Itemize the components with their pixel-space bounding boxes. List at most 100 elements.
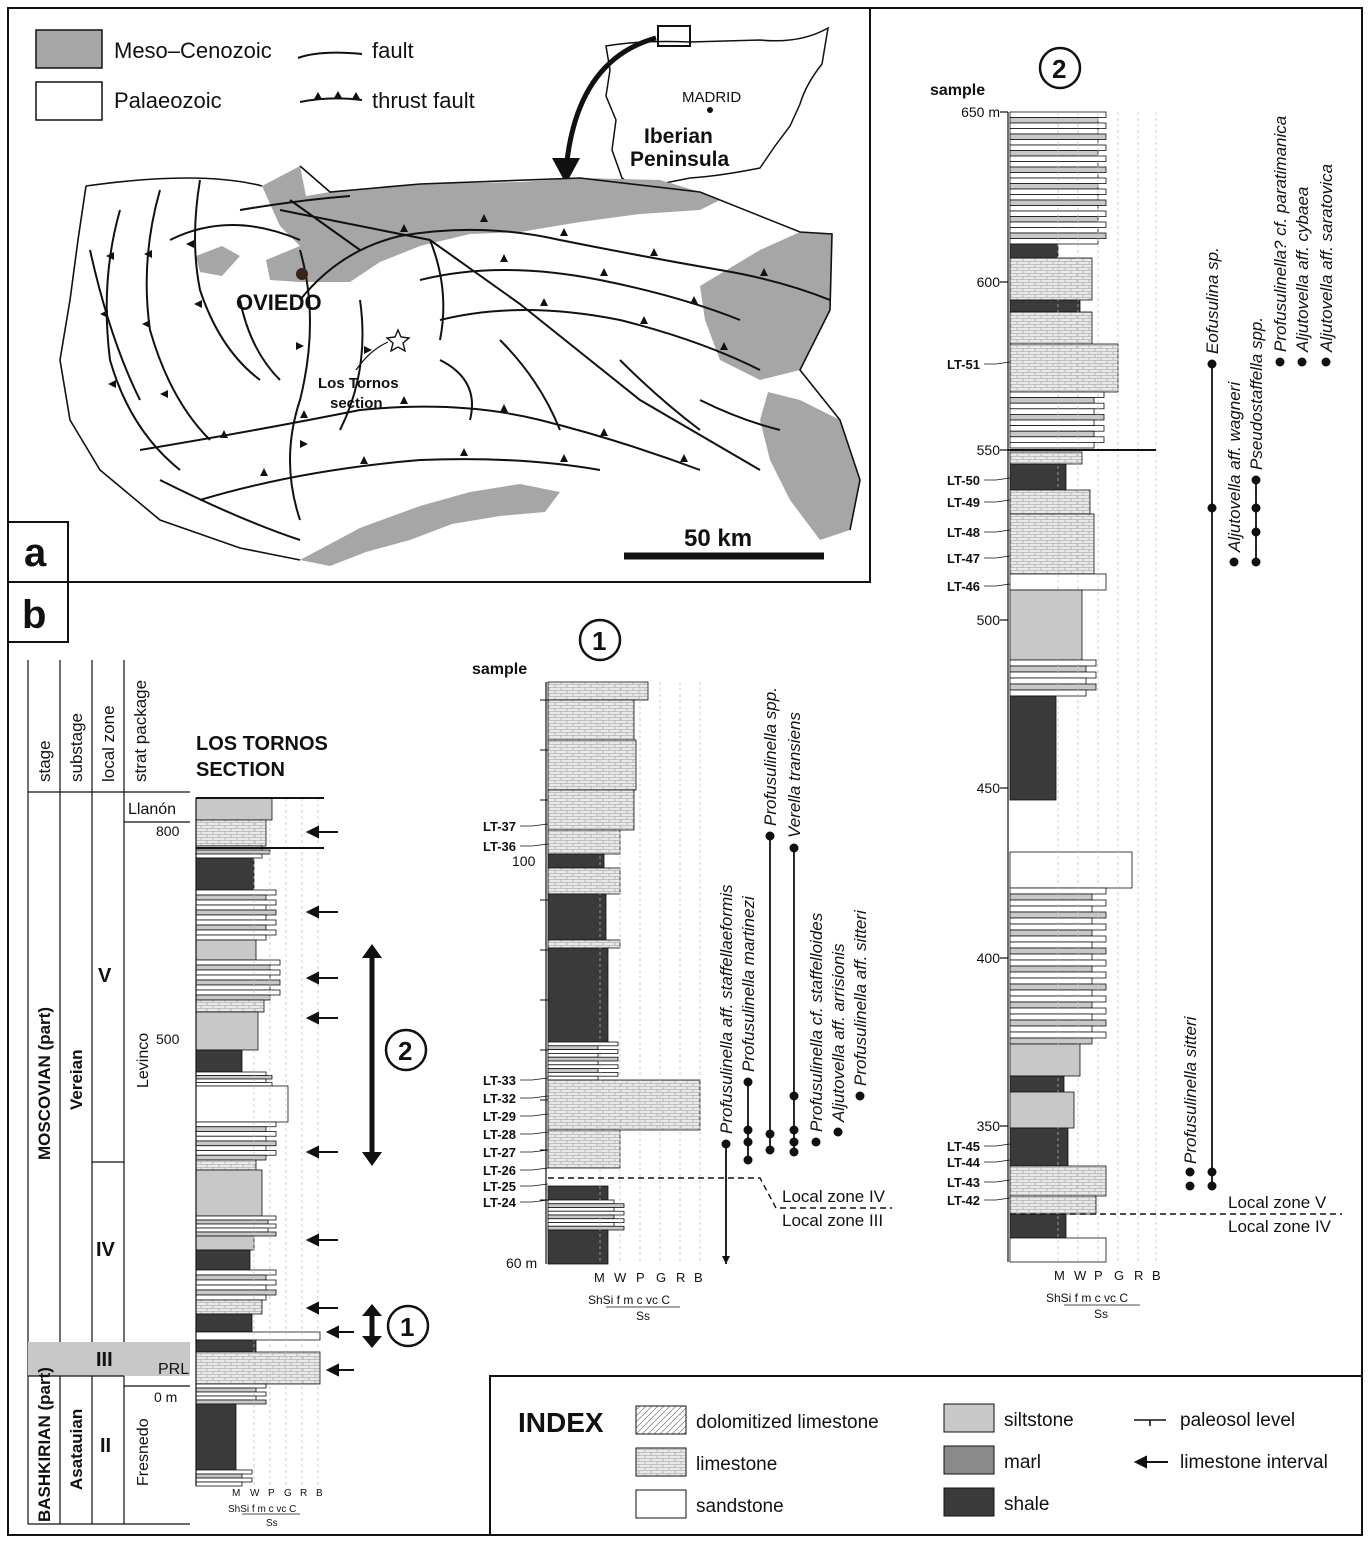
zone-iii-band	[28, 1342, 190, 1376]
lt-column-bed	[195, 1279, 277, 1286]
section-1-marker-circle	[578, 618, 622, 662]
s1-ranges-occurrence	[721, 1139, 731, 1149]
section-2-marker: 2	[1052, 54, 1066, 84]
s2-col-bed	[1009, 683, 1097, 691]
section-1-sample-label: sample	[472, 661, 527, 678]
section-2-lithology	[1009, 111, 1133, 1263]
meso-area-north	[262, 166, 720, 282]
section-title-2: SECTION	[196, 759, 285, 781]
s1-ranges-occurrence	[765, 831, 775, 841]
s1-col-bed	[547, 1056, 619, 1062]
s2-tick-label: 450	[977, 780, 1001, 796]
s2-samples-label: LT-50	[947, 473, 980, 488]
lt-column-bed	[195, 964, 271, 971]
svg-text:B: B	[316, 1488, 323, 1499]
zone-iii: III	[96, 1349, 113, 1371]
s1-samples-label: LT-26	[483, 1163, 516, 1178]
s2-col-bed	[1009, 216, 1099, 223]
s2-ranges-occurrence	[1229, 557, 1239, 567]
s1-samples-leader	[520, 1149, 549, 1153]
panel-a-label: a	[24, 531, 47, 575]
s1-ranges-taxon: Profusulinella spp.	[761, 687, 780, 826]
s2-ranges-taxon: Profusulinella sitteri	[1181, 1015, 1200, 1164]
section-1-ranges: Profusulinella aff. staffellaeformis Prof…	[717, 687, 870, 1264]
s1-col-bed	[547, 1229, 609, 1265]
legend-thrust-teeth	[314, 91, 360, 99]
lt-column-bed	[195, 914, 267, 921]
s1-col-bed	[547, 1185, 609, 1201]
s2-col-bed	[1009, 1195, 1097, 1215]
s2-samples-leader	[984, 477, 1011, 481]
s1-col-bed	[547, 1075, 599, 1081]
s2-col-bed	[1009, 589, 1083, 661]
lt-column-bed	[195, 994, 271, 1001]
lt-column-bed	[195, 1473, 243, 1479]
s2-col-bed	[1009, 941, 1093, 949]
section-2-ticks: 650 m 600 550 500 450 400 350	[961, 104, 1008, 1134]
s1-tick-60m: 60 m	[506, 1255, 537, 1271]
strat-headers: stage substage local zone strat package	[35, 680, 150, 782]
s2-samples-leader	[984, 555, 1011, 559]
svg-text:ShSi f m c vc C: ShSi f m c vc C	[588, 1293, 670, 1307]
s2-ranges-occurrence	[1207, 503, 1217, 513]
s2-ranges-occurrence	[1207, 1181, 1217, 1191]
s1-col-bed	[547, 1068, 599, 1073]
s1-col-bed	[547, 947, 609, 1043]
lt-column-bed	[195, 1219, 269, 1225]
index-limestone: limestone	[696, 1454, 777, 1475]
lt-column-bed	[195, 1150, 277, 1156]
s2-samples-label: LT-46	[947, 579, 980, 594]
madrid-label: MADRID	[682, 89, 741, 106]
s2-col-bed	[1009, 965, 1093, 973]
package-fresnedo: Fresnedo	[135, 1418, 152, 1486]
s1-col-bed	[547, 1041, 619, 1047]
oviedo-dot	[296, 268, 308, 280]
section-1-gridlines	[540, 682, 701, 1264]
s2-tick-label: 400	[977, 950, 1001, 966]
index-siltstone: siltstone	[1004, 1410, 1074, 1431]
header-stage: stage	[35, 740, 54, 782]
s2-tick-label: 500	[977, 612, 1001, 628]
stage-moscovian: MOSCOVIAN (part)	[35, 1007, 54, 1160]
s2-ranges-occurrence	[1185, 1167, 1195, 1177]
s2-col-bed	[1009, 419, 1095, 426]
s2-col-bed	[1009, 1037, 1093, 1045]
section-1-lithology	[547, 681, 701, 1265]
s1-col-bed	[547, 789, 635, 831]
s1-col-bed	[547, 1049, 619, 1054]
s1-ranges-occurrence	[789, 1137, 799, 1147]
swatch-paleosol	[1134, 1419, 1166, 1426]
s1-col-bed	[547, 1210, 625, 1216]
s1-ranges-occurrence	[743, 1125, 753, 1135]
s2-tick-label: 600	[977, 274, 1001, 290]
s2-ranges-taxon: Profusulinella? cf. paratimanica	[1271, 116, 1290, 352]
s2-samples-label: LT-47	[947, 551, 980, 566]
s2-col-bed	[1009, 128, 1099, 135]
s2-tick-label: 350	[977, 1118, 1001, 1134]
s2-col-bed	[1009, 953, 1093, 961]
svg-text:R: R	[1134, 1268, 1143, 1283]
s1-samples-label: LT-36	[483, 839, 516, 854]
s1-col-bed	[547, 853, 605, 869]
s1-grain-scale: M W P G R B ShSi f m c vc C Ss	[588, 1270, 703, 1323]
s2-col-bed	[1009, 161, 1099, 168]
index-paleosol: paleosol level	[1180, 1410, 1295, 1431]
substage-asatauian: Asatauian	[67, 1409, 86, 1490]
lt-column-bed	[195, 909, 277, 916]
s1-col-bed	[547, 681, 649, 701]
lt-column-bed	[195, 939, 257, 961]
legend-meso-swatch	[35, 29, 103, 69]
s1-col-bed	[547, 739, 637, 791]
lt-column-bed	[195, 1299, 263, 1315]
lt-column-bed	[195, 1140, 277, 1147]
s1-ranges-occurrence	[743, 1155, 753, 1165]
strat-grid	[27, 660, 190, 1525]
s2-col-bed	[1009, 194, 1099, 201]
s2-col-bed	[1009, 257, 1093, 301]
s2-samples-leader	[984, 529, 1011, 533]
s2-col-bed	[1009, 1213, 1067, 1239]
s1-zone-lower: Local zone III	[782, 1211, 883, 1230]
s1-samples-leader	[520, 1077, 549, 1081]
s2-col-bed	[1009, 436, 1105, 443]
